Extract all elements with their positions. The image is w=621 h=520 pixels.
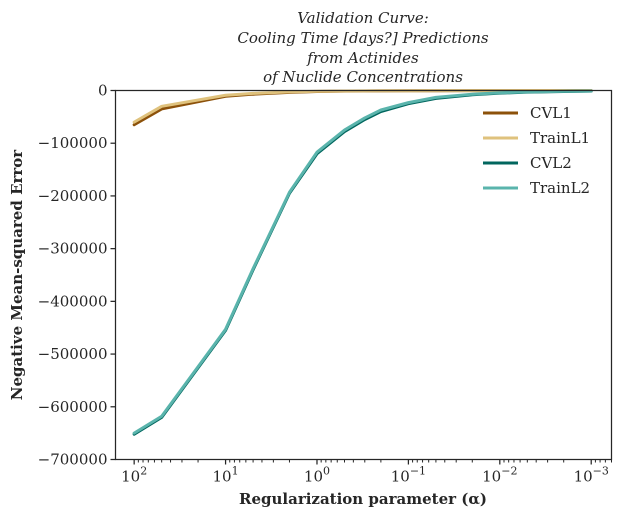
legend: CVL1 TrainL1 CVL2 TrainL2 [483,104,590,197]
x-axis-ticks: 102 101 100 10−1 10−2 10−3 [121,459,612,486]
x-axis-label: Regularization parameter (α) [239,490,487,508]
y-tick-label: −700000 [38,451,108,469]
legend-label-trainl2: TrainL2 [530,179,590,197]
series-line-cvl2 [132,89,593,436]
legend-label-cvl2: CVL2 [530,154,572,172]
legend-label-trainl1: TrainL1 [530,129,590,147]
y-axis-label: Negative Mean-squared Error [8,149,26,401]
x-tick-label: 100 [304,465,330,486]
y-tick-label: 0 [98,82,108,100]
x-tick-label: 102 [121,465,147,486]
plot-frame [114,89,613,461]
x-tick-label: 10−3 [574,465,609,486]
title-line-1: Validation Curve: [297,9,429,27]
x-tick-label: 10−1 [391,465,426,486]
series-line-trainl2 [132,89,593,435]
y-tick-label: −500000 [38,345,108,363]
x-tick-label: 10−2 [482,465,517,486]
y-tick-label: −200000 [38,187,108,205]
series-line-trainl1 [132,89,593,124]
title-line-3: from Actinides [306,49,419,67]
title-line-2: Cooling Time [days?] Predictions [237,29,489,47]
x-tick-label: 101 [213,465,239,486]
y-axis-ticks: 0 −100000 −200000 −300000 −400000 −500000 −600… [38,82,116,469]
y-tick-label: −100000 [38,134,108,152]
chart-title: Validation Curve: Cooling Time [days?] P… [237,9,489,86]
plot-lines [132,89,593,436]
y-tick-label: −600000 [38,398,108,416]
y-tick-label: −400000 [38,292,108,310]
title-line-4: of Nuclide Concentrations [263,68,463,86]
legend-label-cvl1: CVL1 [530,104,572,122]
y-tick-label: −300000 [38,240,108,258]
